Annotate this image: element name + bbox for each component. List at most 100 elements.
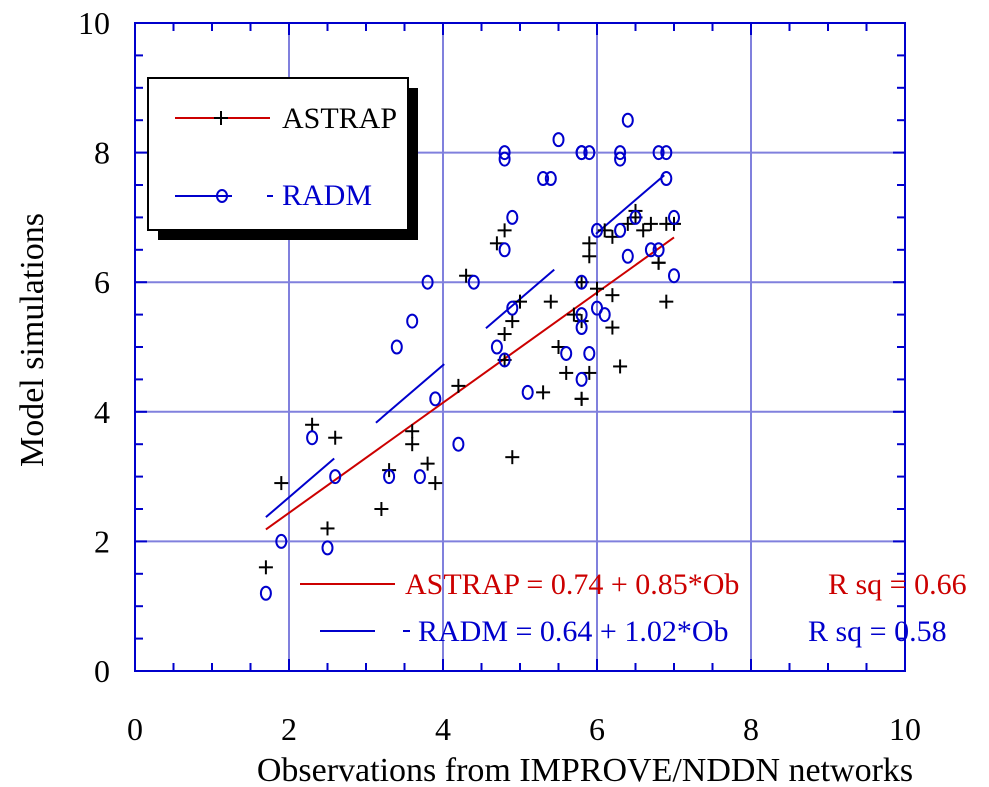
radm-point-20: [521, 384, 534, 400]
radm-point-13: [490, 339, 503, 355]
radm-point-39: [621, 112, 634, 128]
astrap-point-41: [636, 223, 651, 238]
astrap-point-42: [643, 216, 658, 231]
radm-point-18: [506, 209, 519, 225]
radm-point-48: [668, 268, 680, 284]
radm-point-31: [583, 145, 596, 161]
y-tick-label-5: 10: [78, 5, 110, 41]
legend-label-radm: RADM: [282, 179, 372, 212]
astrap-point-21: [543, 294, 558, 309]
astrap-point-10: [428, 476, 443, 491]
data-points: [258, 112, 681, 601]
radm-point-8: [413, 469, 426, 485]
radm-point-44: [652, 242, 665, 258]
radm-point-40: [621, 248, 634, 264]
astrap-point-29: [582, 236, 597, 251]
astrap-point-30: [582, 249, 597, 264]
astrap-point-9: [420, 456, 435, 471]
radm-point-1: [275, 533, 288, 549]
astrap-rsq: R sq = 0.66: [828, 568, 967, 601]
radm-point-0: [259, 585, 272, 601]
radm-point-46: [660, 145, 673, 161]
x-axis-title: Observations from IMPROVE/NDDN networks: [257, 752, 913, 787]
astrap-point-18: [505, 450, 520, 465]
astrap-point-26: [574, 391, 589, 406]
astrap-point-0: [258, 560, 273, 575]
fit-line-astrap: [265, 236, 675, 531]
astrap-point-37: [613, 359, 628, 374]
radm-point-47: [668, 209, 680, 225]
radm-point-6: [390, 339, 403, 355]
series-astrap: [258, 203, 681, 575]
x-tick-labels: 0 2 4 6 8 10: [127, 711, 921, 747]
astrap-point-7: [405, 437, 420, 452]
radm-point-29: [575, 307, 588, 323]
x-tick-label-3: 6: [589, 711, 605, 747]
astrap-point-17: [505, 314, 520, 329]
astrap-point-36: [605, 320, 620, 335]
radm-point-26: [575, 145, 588, 161]
legend-marker-circle: [216, 189, 228, 203]
radm-point-41: [629, 209, 642, 225]
radm-point-35: [598, 307, 611, 323]
y-tick-label-4: 8: [94, 135, 110, 171]
fit-line-radm: [265, 166, 675, 518]
radm-point-42: [644, 242, 657, 258]
x-tick-label-5: 10: [889, 711, 921, 747]
astrap-point-32: [590, 281, 604, 296]
radm-point-2: [306, 430, 319, 446]
radm-point-32: [583, 345, 596, 361]
astrap-point-33: [597, 223, 612, 238]
astrap-point-5: [374, 502, 389, 516]
radm-rsq: R sq = 0.58: [808, 615, 947, 648]
astrap-point-8: [405, 424, 420, 439]
radm-point-7: [406, 313, 419, 329]
y-tick-label-3: 6: [94, 264, 110, 300]
x-tick-label-2: 4: [435, 711, 451, 747]
astrap-point-3: [320, 521, 335, 536]
legend-marker-plus: [214, 111, 228, 125]
y-tick-label-2: 4: [94, 394, 110, 430]
radm-point-15: [498, 242, 511, 258]
radm-point-16: [498, 151, 511, 167]
astrap-point-23: [559, 365, 574, 380]
radm-point-17: [498, 145, 511, 161]
astrap-point-4: [328, 430, 343, 445]
radm-equation: RADM = 0.64 + 1.02*Ob: [418, 615, 729, 648]
radm-point-4: [329, 469, 342, 485]
y-tick-label-1: 2: [94, 523, 110, 559]
astrap-point-11: [451, 378, 466, 393]
radm-point-24: [560, 345, 573, 361]
radm-point-27: [575, 371, 588, 387]
radm-point-36: [614, 145, 627, 161]
legend-box: [147, 77, 409, 231]
radm-point-14: [498, 352, 511, 368]
y-tick-labels: 0 2 4 6 8 10: [78, 5, 110, 689]
astrap-equation: ASTRAP = 0.74 + 0.85*Ob: [405, 568, 739, 601]
radm-point-12: [467, 274, 480, 290]
legend-label-astrap: ASTRAP: [282, 102, 397, 135]
radm-point-43: [652, 145, 665, 161]
radm-point-45: [660, 171, 673, 187]
fit-annotations: ASTRAP = 0.74 + 0.85*Ob R sq = 0.66 RADM…: [300, 568, 967, 648]
x-tick-label-1: 2: [281, 711, 297, 747]
y-axis-title: Model simulations: [14, 213, 51, 467]
astrap-point-20: [536, 385, 551, 400]
radm-point-3: [321, 540, 334, 556]
radm-point-21: [537, 171, 550, 187]
radm-point-11: [452, 436, 465, 452]
radm-point-38: [614, 222, 627, 238]
radm-point-10: [429, 391, 442, 407]
radm-point-22: [544, 171, 557, 187]
radm-point-37: [614, 151, 627, 167]
fit-lines: [265, 166, 675, 531]
series-radm: [259, 112, 680, 601]
radm-point-23: [552, 132, 565, 148]
radm-point-30: [575, 274, 588, 290]
legend: ASTRAP RADM: [147, 77, 418, 240]
radm-point-5: [383, 469, 396, 485]
astrap-point-44: [651, 255, 666, 270]
astrap-point-24: [566, 307, 581, 322]
radm-point-33: [591, 222, 603, 238]
